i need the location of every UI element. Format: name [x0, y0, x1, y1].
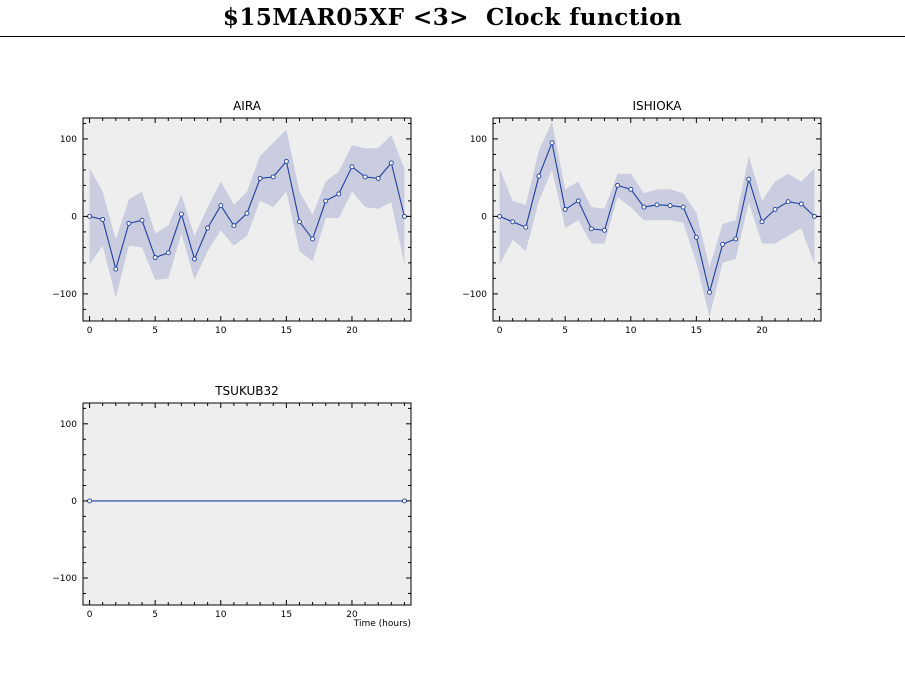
data-point	[126, 220, 132, 226]
data-point	[536, 173, 542, 179]
data-point	[270, 174, 276, 180]
data-point	[746, 176, 752, 182]
x-tick-label: 0	[87, 326, 93, 336]
chart-title: AIRA	[233, 99, 262, 113]
data-point	[87, 213, 93, 219]
data-point	[192, 256, 197, 262]
x-tick-label: 10	[215, 326, 227, 336]
data-point	[257, 175, 263, 181]
data-point	[205, 225, 211, 231]
data-point	[362, 174, 368, 180]
data-point	[667, 203, 673, 209]
data-point	[602, 227, 607, 233]
data-point	[680, 204, 686, 210]
data-point	[100, 217, 106, 222]
data-point	[244, 210, 250, 216]
data-point	[693, 234, 699, 240]
data-point	[139, 217, 145, 223]
data-point	[113, 266, 119, 272]
y-tick-label: 100	[60, 420, 77, 430]
data-point	[165, 250, 171, 256]
data-point	[549, 140, 555, 146]
data-point	[323, 198, 329, 204]
data-point	[178, 211, 184, 217]
data-point	[310, 236, 316, 242]
data-point	[811, 213, 817, 219]
chart-panel-aira: 0 5 10 15 20 −100 0 100 AIRA	[52, 99, 412, 336]
data-point	[152, 255, 158, 260]
x-tick-label: 15	[691, 326, 702, 336]
uncertainty-band	[499, 121, 815, 318]
data-point	[759, 219, 765, 225]
data-point	[641, 204, 647, 210]
plot-area	[83, 403, 411, 605]
data-point	[218, 203, 224, 209]
data-point	[87, 498, 93, 504]
data-point	[510, 219, 516, 225]
y-tick-label: 0	[71, 212, 77, 222]
x-tick-label: 5	[562, 326, 568, 336]
data-point	[720, 241, 726, 247]
page-title: $15MAR05XF <3> Clock function	[222, 4, 683, 31]
x-axis-label: Time (hours)	[353, 619, 411, 629]
chart-title: ISHIOKA	[632, 99, 682, 113]
data-point	[562, 206, 568, 212]
x-tick-label: 20	[346, 326, 358, 336]
x-tick-label: 15	[281, 326, 292, 336]
data-point	[401, 213, 407, 219]
data-point	[231, 223, 237, 229]
data-point	[388, 160, 394, 166]
x-tick-label: 5	[152, 610, 158, 620]
data-point	[497, 213, 503, 219]
data-point	[733, 236, 739, 242]
data-point	[785, 199, 791, 205]
data-point	[336, 191, 342, 197]
data-point	[375, 175, 381, 181]
data-point	[615, 182, 621, 188]
x-tick-label: 0	[497, 326, 503, 336]
y-tick-label: −100	[462, 290, 487, 300]
chart-title: TSUKUB32	[214, 384, 279, 398]
title-divider	[0, 36, 905, 37]
y-tick-label: −100	[52, 574, 77, 584]
y-tick-label: 100	[470, 135, 487, 145]
data-point	[401, 498, 407, 504]
data-point	[523, 224, 529, 230]
x-tick-label: 5	[152, 326, 158, 336]
y-tick-label: 0	[71, 497, 77, 507]
chart-panel-tsukub32: 0 5 10 15 20 −100 0 100 TSUKUB32 Time (hours)	[52, 384, 412, 629]
data-point	[283, 158, 289, 164]
x-tick-label: 15	[281, 610, 292, 620]
data-point	[628, 186, 634, 192]
data-point	[588, 226, 594, 232]
chart-panel-ishioka: 0 5 10 15 20 −100 0 100 ISHIOKA	[462, 99, 822, 336]
x-tick-label: 20	[346, 610, 358, 620]
y-tick-label: 100	[60, 135, 77, 145]
x-tick-label: 20	[756, 326, 768, 336]
data-point	[654, 202, 660, 208]
data-point	[772, 206, 778, 212]
x-tick-label: 10	[215, 610, 227, 620]
y-tick-label: 0	[481, 212, 487, 222]
x-tick-label: 10	[625, 326, 637, 336]
y-tick-label: −100	[52, 290, 77, 300]
data-point	[798, 201, 804, 207]
x-tick-label: 0	[87, 610, 93, 620]
data-point	[707, 289, 712, 295]
data-point	[575, 198, 581, 204]
data-point	[297, 219, 302, 225]
data-point	[349, 164, 355, 170]
